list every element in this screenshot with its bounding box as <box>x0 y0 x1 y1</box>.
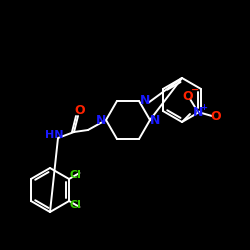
Text: N: N <box>150 114 160 126</box>
Text: Cl: Cl <box>70 200 82 210</box>
Text: O: O <box>75 104 85 117</box>
Text: N: N <box>96 114 106 126</box>
Text: N: N <box>140 94 150 108</box>
Text: +: + <box>200 102 207 112</box>
Text: HN: HN <box>45 130 63 140</box>
Text: O: O <box>211 110 221 122</box>
Text: N: N <box>193 106 203 118</box>
Text: O: O <box>183 90 193 102</box>
Text: −: − <box>191 85 199 95</box>
Text: Cl: Cl <box>70 170 82 180</box>
